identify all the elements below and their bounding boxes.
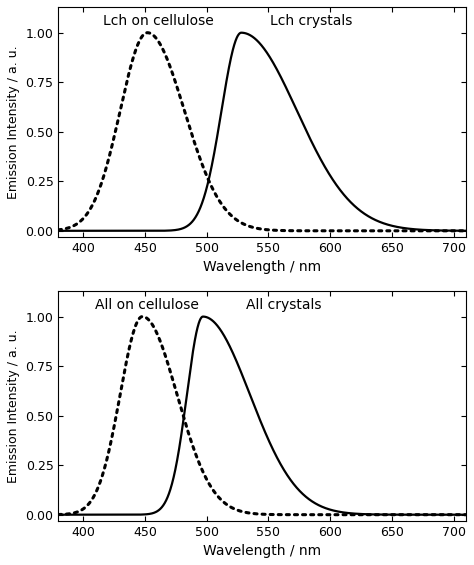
Text: All on cellulose: All on cellulose (95, 298, 199, 312)
Y-axis label: Emission Intensity / a. u.: Emission Intensity / a. u. (7, 329, 20, 483)
Text: All crystals: All crystals (246, 298, 321, 312)
X-axis label: Wavelength / nm: Wavelength / nm (203, 544, 321, 558)
Y-axis label: Emission Intensity / a. u.: Emission Intensity / a. u. (7, 45, 20, 199)
Text: Lch on cellulose: Lch on cellulose (103, 14, 214, 28)
X-axis label: Wavelength / nm: Wavelength / nm (203, 260, 321, 274)
Text: Lch crystals: Lch crystals (271, 14, 353, 28)
